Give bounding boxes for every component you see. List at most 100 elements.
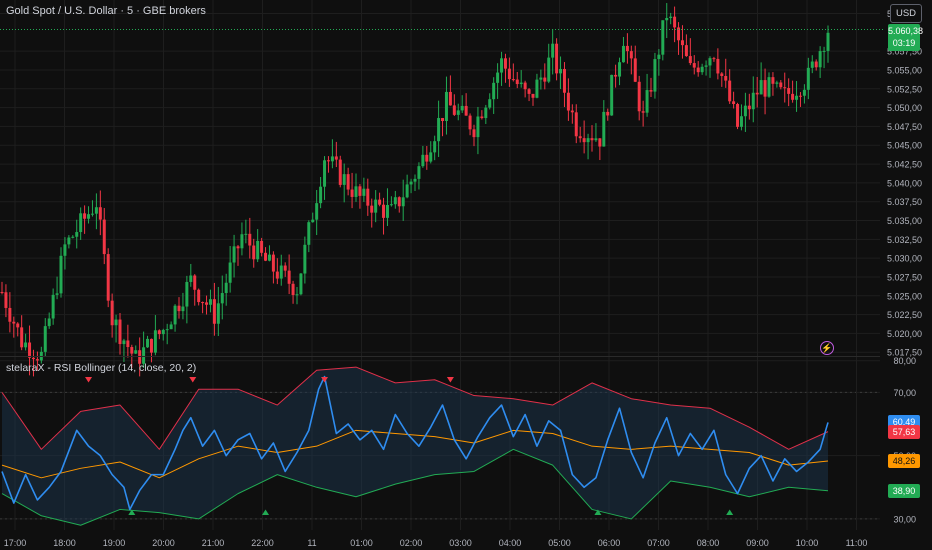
price-axis: 5.062,505.057,505.055,005.052,505.050,00… — [887, 9, 922, 358]
candle-body — [515, 79, 519, 85]
candle-body — [480, 116, 484, 119]
candle-body — [578, 136, 582, 139]
candle-body — [279, 265, 283, 279]
candle-body — [421, 154, 425, 167]
candle-body — [456, 110, 460, 115]
candle-body — [122, 340, 126, 345]
time-tick-label: 03:00 — [449, 538, 472, 548]
candle-body — [712, 58, 716, 60]
buy-signal-marker — [262, 509, 270, 515]
candle-body — [256, 240, 260, 260]
candle-body — [385, 204, 389, 218]
grid — [0, 0, 880, 530]
candle-body — [806, 67, 810, 90]
candle-body — [330, 156, 334, 162]
candle-body — [665, 17, 669, 21]
candle-body — [610, 74, 614, 116]
candle-body — [527, 89, 531, 94]
candle-body — [43, 326, 47, 352]
candle-body — [260, 240, 264, 253]
candle-body — [464, 105, 468, 116]
candle-body — [205, 302, 209, 305]
candle-body — [810, 61, 814, 68]
price-tick-label: 5.030,00 — [887, 254, 922, 264]
price-tick-label: 5.035,00 — [887, 216, 922, 226]
price-tick-label: 5.017,50 — [887, 348, 922, 358]
rsi-tick-label: 80,00 — [893, 356, 916, 366]
candle-body — [24, 342, 28, 348]
basis-tag: 48,26 — [888, 454, 920, 469]
candle-body — [55, 293, 59, 295]
candle-body — [736, 104, 740, 127]
candle-body — [90, 213, 94, 215]
candle-body — [114, 319, 118, 326]
lower-band-tag: 38,90 — [888, 483, 920, 498]
candle-body — [303, 244, 307, 274]
candle-body — [767, 77, 771, 97]
time-tick-label: 17:00 — [4, 538, 27, 548]
chart-title: Gold Spot / U.S. Dollar · 5 · GBE broker… — [6, 5, 206, 17]
candle-body — [4, 292, 8, 308]
currency-selector[interactable]: USD — [890, 4, 922, 23]
time-axis: 17:00 18:00 19:00 20:00 21:00 22:00 11 01:00 02:… — [4, 538, 868, 548]
candle-body — [503, 58, 507, 69]
candle-body — [173, 305, 177, 325]
candle-body — [562, 68, 566, 93]
candle-body — [94, 207, 98, 214]
candle-body — [236, 246, 240, 249]
candle-body — [275, 271, 279, 279]
candle-body — [507, 68, 511, 80]
candle-body — [751, 92, 755, 110]
buy-signal-marker — [726, 509, 734, 515]
signal-markers — [85, 377, 734, 515]
candle-body — [590, 138, 594, 141]
candle-body — [126, 340, 130, 348]
candle-body — [334, 156, 338, 160]
candle-body — [484, 107, 488, 119]
candle-body — [338, 159, 342, 185]
candle-body — [252, 245, 256, 260]
candle-body — [704, 65, 708, 67]
candle-body — [826, 32, 830, 51]
candle-body — [350, 189, 354, 197]
rsi-bollinger-band — [2, 367, 828, 526]
candle-body — [531, 93, 535, 98]
candle-body — [775, 82, 779, 84]
lower-band-line — [1, 448, 829, 526]
candle-body — [594, 138, 598, 141]
lightning-icon[interactable]: ⚡ — [820, 341, 834, 355]
candle-body — [264, 252, 268, 261]
candle-body — [323, 160, 327, 187]
candle-body — [618, 62, 622, 77]
candle-body — [625, 45, 629, 52]
indicator-title[interactable]: stelaraX - RSI Bollinger (14, close, 20,… — [6, 362, 197, 374]
candle-body — [240, 234, 244, 249]
candle-body — [87, 214, 91, 219]
candle-body — [708, 58, 712, 66]
candle-body — [417, 166, 421, 179]
candle-body — [153, 330, 157, 353]
candle-body — [763, 80, 767, 97]
candle-body — [201, 302, 205, 304]
candle-body — [787, 88, 791, 94]
candle-body — [106, 254, 110, 301]
candle-body — [51, 294, 55, 319]
candle-body — [433, 141, 437, 153]
candle-body — [511, 79, 515, 81]
time-tick-label: 18:00 — [53, 538, 76, 548]
time-tick-label: 22:00 — [251, 538, 274, 548]
candle-body — [311, 219, 315, 223]
candle-body — [315, 203, 319, 220]
candle-body — [519, 82, 523, 85]
candle-body — [370, 205, 374, 213]
candle-body — [460, 105, 464, 111]
candle-body — [818, 51, 822, 68]
rsi-tick-label: 30,00 — [893, 514, 916, 524]
time-tick-label: 10:00 — [796, 538, 819, 548]
candle-body — [134, 350, 138, 354]
candle-body — [692, 63, 696, 68]
price-tick-label: 5.055,00 — [887, 65, 922, 75]
candle-body — [413, 178, 417, 182]
candle-body — [814, 61, 818, 68]
